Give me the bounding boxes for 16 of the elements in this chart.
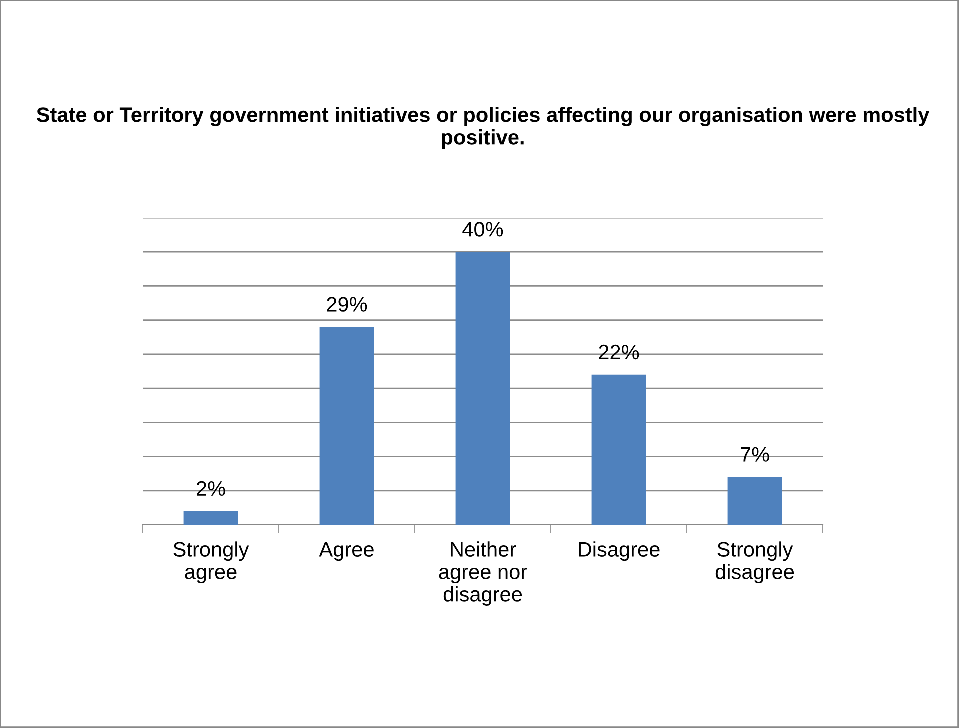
data-label: 22%	[599, 344, 640, 360]
x-tick-label: Agree	[319, 542, 374, 562]
data-label: 29%	[327, 297, 368, 312]
x-tick-label: Strongly disagree	[716, 542, 794, 584]
x-tick-label: Neither agree nor disagree	[439, 542, 528, 606]
x-tick-label: Disagree	[579, 542, 660, 562]
data-label: 7%	[741, 447, 770, 462]
data-label: 40%	[462, 222, 504, 237]
bar	[184, 511, 238, 525]
data-label: 2%	[196, 481, 226, 496]
bar	[456, 252, 510, 525]
bar	[592, 374, 646, 525]
chart-title: State or Territory government initiatives or policies affecting our organisation were mostly positive.	[36, 107, 930, 149]
bar	[320, 327, 374, 525]
x-tick-label: Strongly agree	[174, 542, 250, 584]
bar	[728, 477, 782, 525]
